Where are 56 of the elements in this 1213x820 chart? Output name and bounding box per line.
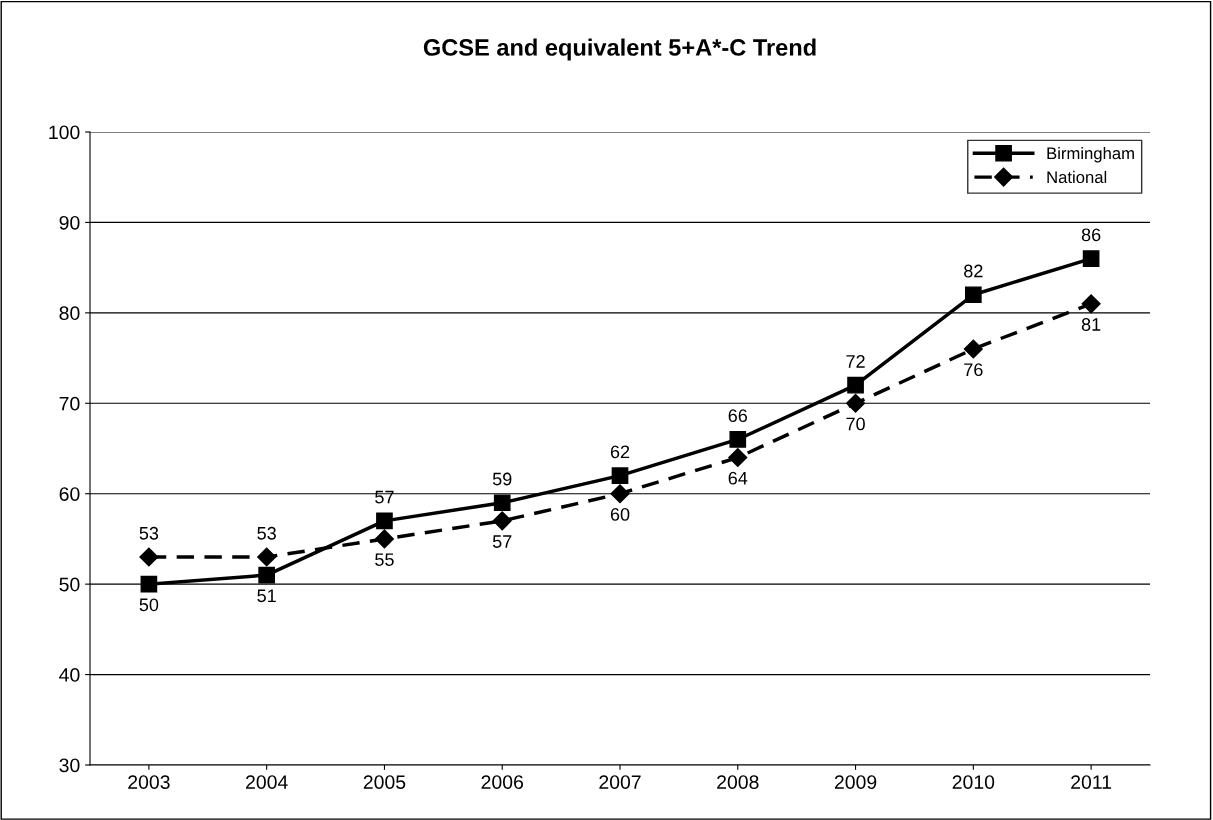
x-tick-label: 2011 (1071, 775, 1112, 789)
x-tick-label: 2005 (363, 775, 406, 789)
point (847, 376, 864, 394)
x-tick-label: 2006 (481, 775, 523, 789)
y-tick-label: 90 (59, 215, 80, 230)
data-label: 53 (139, 526, 159, 540)
data-label: 50 (139, 598, 159, 612)
x-tick-label: 2003 (128, 775, 170, 789)
point (493, 494, 511, 512)
data-label: 55 (375, 553, 394, 566)
x-tick-label: 2007 (599, 775, 641, 789)
point (611, 467, 629, 484)
point (610, 484, 630, 504)
legend-label: National (1047, 170, 1107, 184)
y-tick-label: 70 (59, 396, 80, 411)
point (374, 529, 394, 549)
data-label: 62 (610, 445, 630, 459)
point (728, 448, 748, 468)
data-label: 60 (610, 508, 630, 521)
y-tick-label: 100 (49, 125, 80, 140)
data-label: 86 (1081, 228, 1101, 242)
y-tick-label: 30 (59, 758, 80, 773)
point (964, 286, 982, 304)
point (1082, 250, 1100, 267)
data-label: 81 (1081, 318, 1101, 331)
point (1081, 294, 1101, 314)
y-tick-label: 60 (59, 487, 80, 501)
point (139, 547, 159, 567)
data-label: 72 (846, 355, 865, 368)
data-label: 76 (964, 363, 983, 377)
data-label: 64 (728, 471, 748, 485)
data-label: 82 (964, 264, 983, 278)
x-tick-label: 2010 (952, 775, 995, 789)
point (258, 566, 276, 584)
x-tick-label: 2004 (246, 775, 288, 789)
point (257, 547, 277, 567)
point (492, 511, 512, 531)
point (140, 575, 158, 593)
x-tick-label: 2009 (834, 775, 877, 789)
data-label: 59 (492, 472, 512, 486)
x-tick-label: 2008 (717, 775, 759, 789)
data-label: 51 (257, 589, 276, 603)
data-label: 70 (846, 417, 865, 431)
chart-title: GCSE and equivalent 5+A*-C Trend (423, 38, 816, 61)
y-tick-label: 80 (59, 306, 80, 321)
point (963, 339, 983, 359)
data-label: 57 (375, 490, 394, 504)
data-label: 53 (257, 526, 276, 540)
point (376, 512, 393, 530)
y-tick-label: 50 (59, 577, 80, 592)
point (729, 431, 747, 448)
y-tick-label: 40 (59, 668, 80, 682)
data-label: 57 (492, 535, 512, 548)
point (846, 393, 866, 413)
data-label: 66 (728, 409, 748, 423)
legend-label: Birmingham (1047, 147, 1134, 163)
